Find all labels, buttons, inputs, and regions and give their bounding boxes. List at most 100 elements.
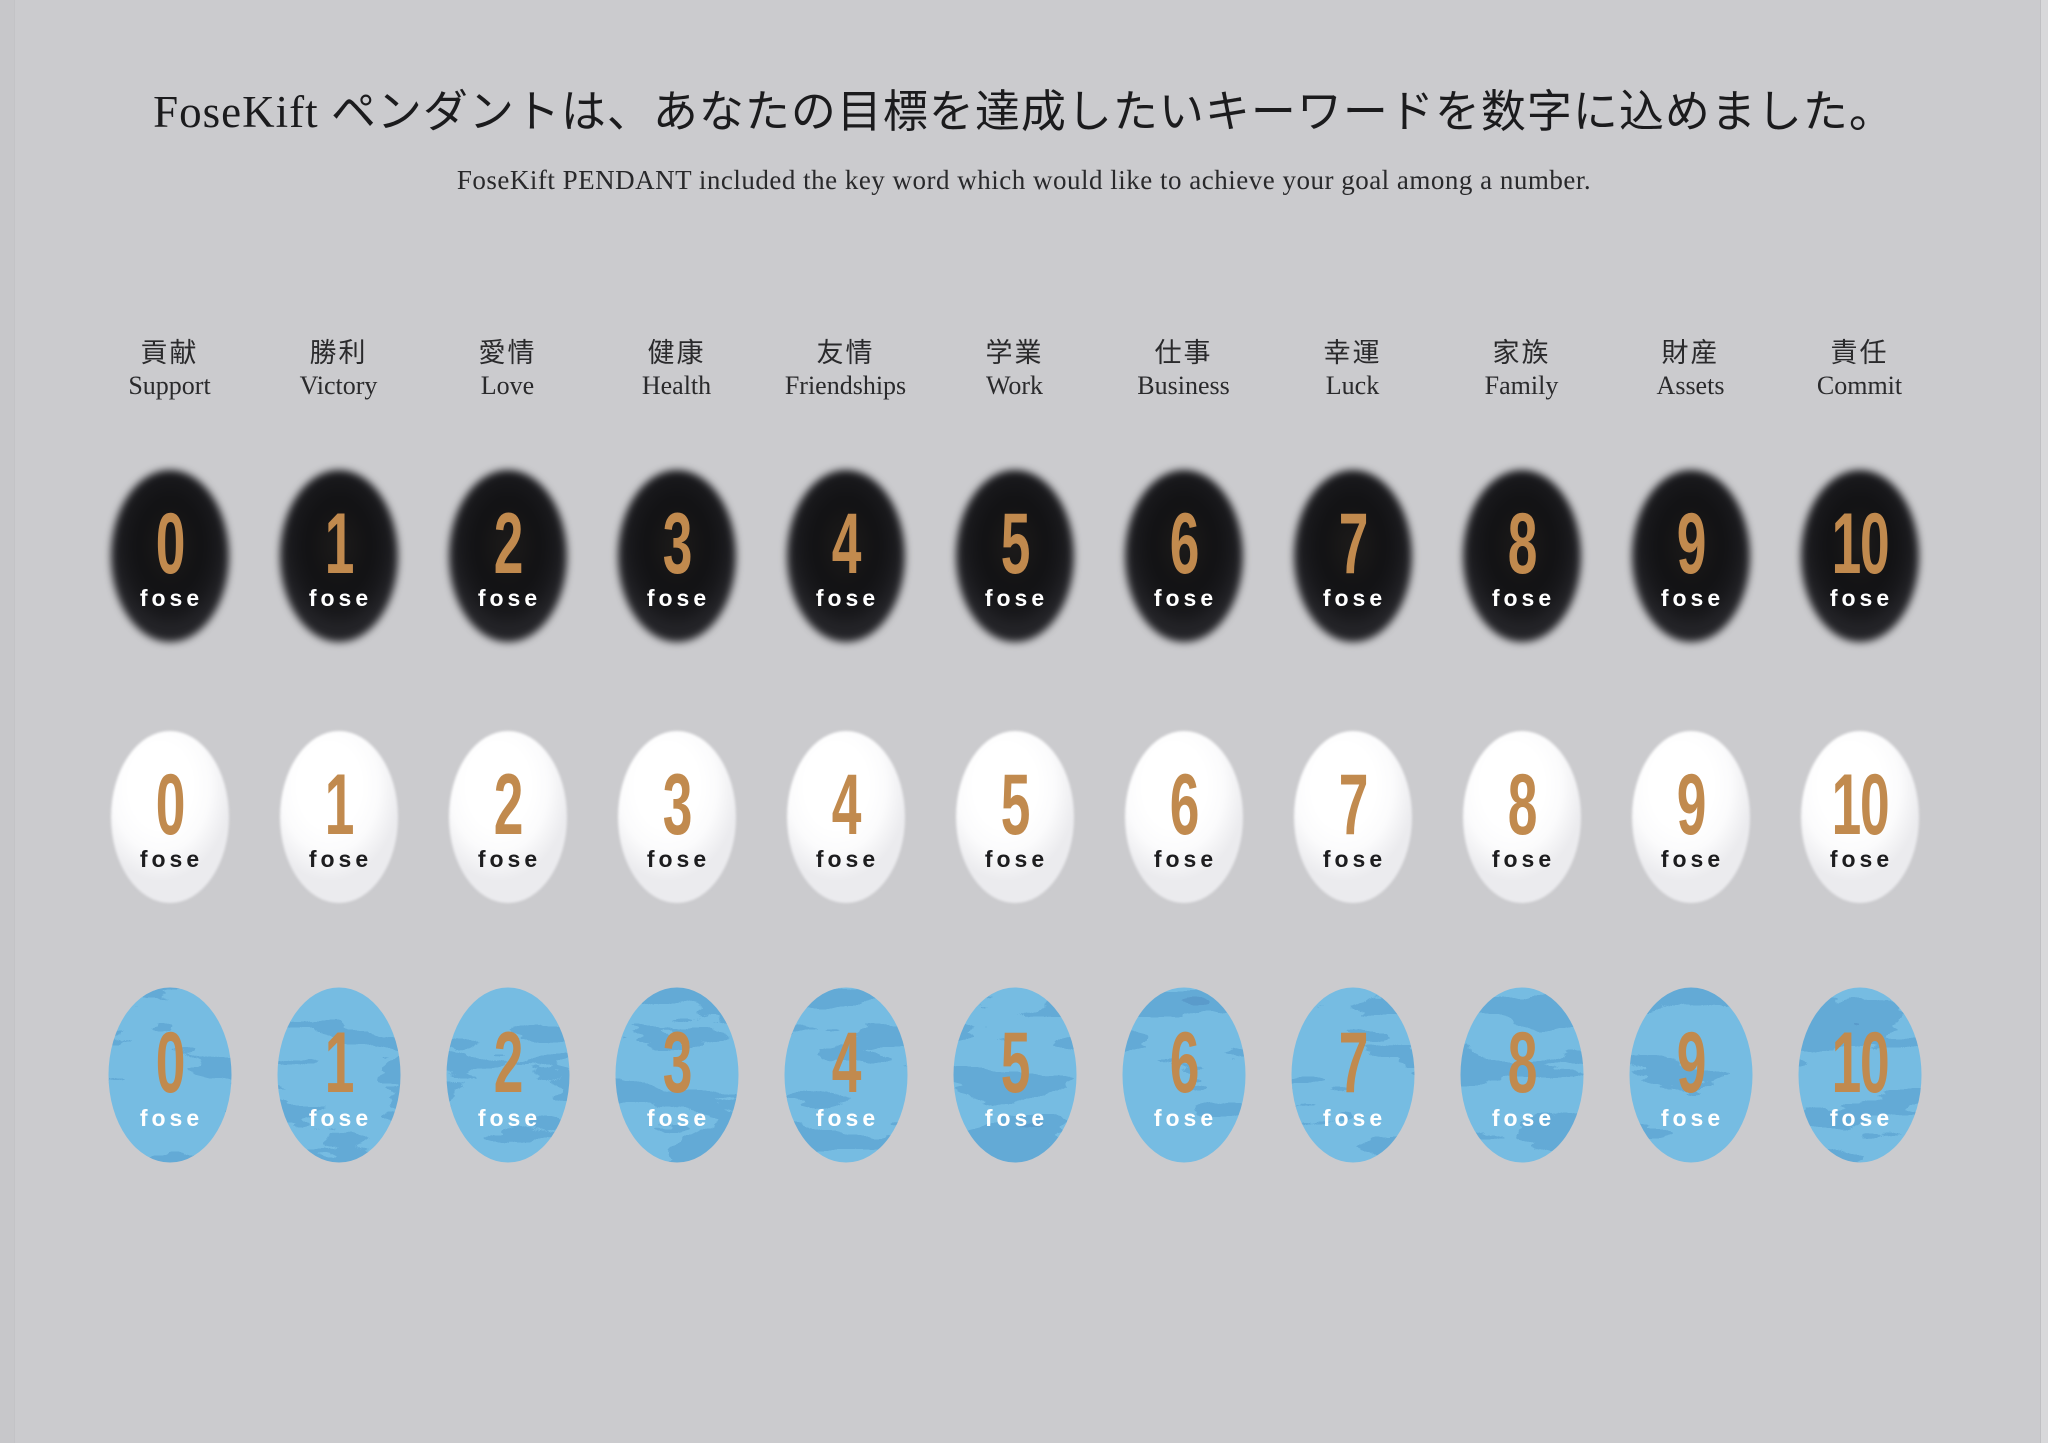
pendant-number: 2 bbox=[493, 757, 523, 853]
pendant-shape bbox=[108, 987, 231, 1163]
pendant-brand-label: fose bbox=[477, 846, 542, 872]
pendant-white-8: 8 fose bbox=[1462, 731, 1581, 903]
pendant-shape bbox=[279, 731, 398, 903]
keyword-label-jp: 仕事 bbox=[1154, 338, 1213, 368]
pendant-number: 7 bbox=[1338, 757, 1368, 853]
pendant-white-2: 2 fose bbox=[448, 731, 567, 903]
pendant-number: 10 bbox=[1831, 757, 1889, 853]
pendant-number: 6 bbox=[1169, 757, 1199, 853]
pendant-shape bbox=[786, 731, 905, 903]
pendant-brand-label: fose bbox=[646, 1105, 711, 1131]
pendant-cell: 5 fose bbox=[930, 987, 1099, 1163]
pendant-brand-label: fose bbox=[1322, 846, 1387, 872]
pendant-brand-label: fose bbox=[984, 846, 1049, 872]
pendant-brand-label: fose bbox=[1153, 846, 1218, 872]
keyword-column-header: 勝利 Victory bbox=[254, 336, 423, 402]
pendant-black-0: 0 fose bbox=[110, 470, 229, 642]
pendant-row: 0 fose 1 fose 2 fose bbox=[85, 470, 1963, 642]
keyword-label-en: Love bbox=[480, 371, 535, 400]
pendant-black-6: 6 fose bbox=[1124, 470, 1243, 642]
pendant-cell: 2 fose bbox=[423, 987, 592, 1163]
pendant-cell: 4 fose bbox=[761, 470, 930, 642]
pendant-cell: 3 fose bbox=[592, 470, 761, 642]
pendant-cell: 7 fose bbox=[1268, 731, 1437, 903]
pendant-row: 0 fose 1 fose 2 fose bbox=[85, 731, 1963, 903]
pendant-white-6: 6 fose bbox=[1124, 731, 1243, 903]
pendant-blue-3: 3 fose bbox=[615, 987, 739, 1163]
pendant-brand-label: fose bbox=[308, 1105, 373, 1131]
pendant-number: 8 bbox=[1507, 757, 1537, 853]
pendant-number: 10 bbox=[1831, 1015, 1889, 1111]
pendant-shape bbox=[1122, 987, 1245, 1163]
keyword-label-en: Victory bbox=[299, 371, 378, 400]
pendant-shape bbox=[1124, 731, 1243, 903]
pendant-black-3: 3 fose bbox=[617, 470, 736, 642]
pendant-brand-label: fose bbox=[1153, 585, 1218, 611]
pendant-blue-6: 6 fose bbox=[1122, 987, 1246, 1163]
pendant-shape bbox=[955, 470, 1074, 642]
pendant-number: 4 bbox=[831, 1015, 861, 1111]
pendant-white-9: 9 fose bbox=[1631, 731, 1750, 903]
pendant-cell: 9 fose bbox=[1606, 731, 1775, 903]
pendant-blue-0: 0 fose bbox=[108, 987, 232, 1163]
pendant-cell: 1 fose bbox=[254, 470, 423, 642]
pendant-shape bbox=[955, 731, 1074, 903]
pendant-shape bbox=[1291, 987, 1414, 1163]
pendant-number: 2 bbox=[493, 1015, 523, 1111]
keyword-label-en: Friendships bbox=[784, 371, 907, 400]
pendant-brand-label: fose bbox=[477, 1105, 542, 1131]
pendant-black-2: 2 fose bbox=[448, 470, 567, 642]
keyword-label-en: Support bbox=[128, 371, 211, 400]
pendant-blue-1: 1 fose bbox=[277, 987, 401, 1163]
pendant-brand-label: fose bbox=[646, 585, 711, 611]
pendant-black-5: 5 fose bbox=[955, 470, 1074, 642]
pendant-brand-label: fose bbox=[1491, 585, 1556, 611]
keyword-label-en: Luck bbox=[1325, 371, 1380, 400]
pendant-cell: 4 fose bbox=[761, 731, 930, 903]
keyword-header-row: 貢献 Support 勝利 Victory 愛情 Love 健康 Health … bbox=[85, 336, 1963, 402]
pendant-brand-label: fose bbox=[984, 1105, 1049, 1131]
pendant-cell: 0 fose bbox=[85, 987, 254, 1163]
pendant-blue-9: 9 fose bbox=[1629, 987, 1753, 1163]
pendant-brand-label: fose bbox=[139, 585, 204, 611]
keyword-label-jp: 幸運 bbox=[1323, 338, 1382, 368]
pendant-number: 5 bbox=[1000, 1015, 1030, 1111]
keyword-column-header: 責任 Commit bbox=[1775, 336, 1944, 402]
pendant-cell: 10 fose bbox=[1775, 731, 1944, 903]
pendant-brand-label: fose bbox=[1660, 1105, 1725, 1131]
pendant-number: 6 bbox=[1169, 496, 1199, 592]
pendant-shape bbox=[448, 470, 567, 642]
bottom-edge-stripe bbox=[0, 1443, 2048, 1447]
pendant-shape bbox=[110, 470, 229, 642]
pendant-number: 2 bbox=[493, 496, 523, 592]
keyword-column-header: 家族 Family bbox=[1437, 336, 1606, 402]
pendant-number: 1 bbox=[324, 1015, 354, 1111]
keyword-column-header: 健康 Health bbox=[592, 336, 761, 402]
pendant-brand-label: fose bbox=[1491, 846, 1556, 872]
pendant-number: 0 bbox=[155, 1015, 185, 1111]
pendant-number: 8 bbox=[1507, 1015, 1537, 1111]
pendant-cell: 2 fose bbox=[423, 470, 592, 642]
pendant-brand-label: fose bbox=[1322, 585, 1387, 611]
keyword-column-header: 学業 Work bbox=[930, 336, 1099, 402]
pendant-brand-label: fose bbox=[1660, 585, 1725, 611]
pendant-shape bbox=[1293, 731, 1412, 903]
pendant-cell: 3 fose bbox=[592, 987, 761, 1163]
pendant-cell: 7 fose bbox=[1268, 470, 1437, 642]
pendant-cell: 5 fose bbox=[930, 731, 1099, 903]
keyword-label-en: Family bbox=[1484, 371, 1559, 400]
pendant-white-10: 10 fose bbox=[1800, 731, 1919, 903]
pendant-brand-label: fose bbox=[815, 846, 880, 872]
pendant-cell: 0 fose bbox=[85, 470, 254, 642]
pendant-shape bbox=[617, 470, 736, 642]
pendant-number: 3 bbox=[662, 496, 692, 592]
keyword-label-jp: 学業 bbox=[985, 338, 1044, 368]
pendant-shape bbox=[1460, 987, 1583, 1163]
pendant-shape bbox=[277, 987, 400, 1163]
pendant-number: 6 bbox=[1169, 1015, 1199, 1111]
pendant-shape bbox=[448, 731, 567, 903]
pendant-shape bbox=[110, 731, 229, 903]
pendant-white-5: 5 fose bbox=[955, 731, 1074, 903]
pendant-black-8: 8 fose bbox=[1462, 470, 1581, 642]
pendant-cell: 9 fose bbox=[1606, 987, 1775, 1163]
